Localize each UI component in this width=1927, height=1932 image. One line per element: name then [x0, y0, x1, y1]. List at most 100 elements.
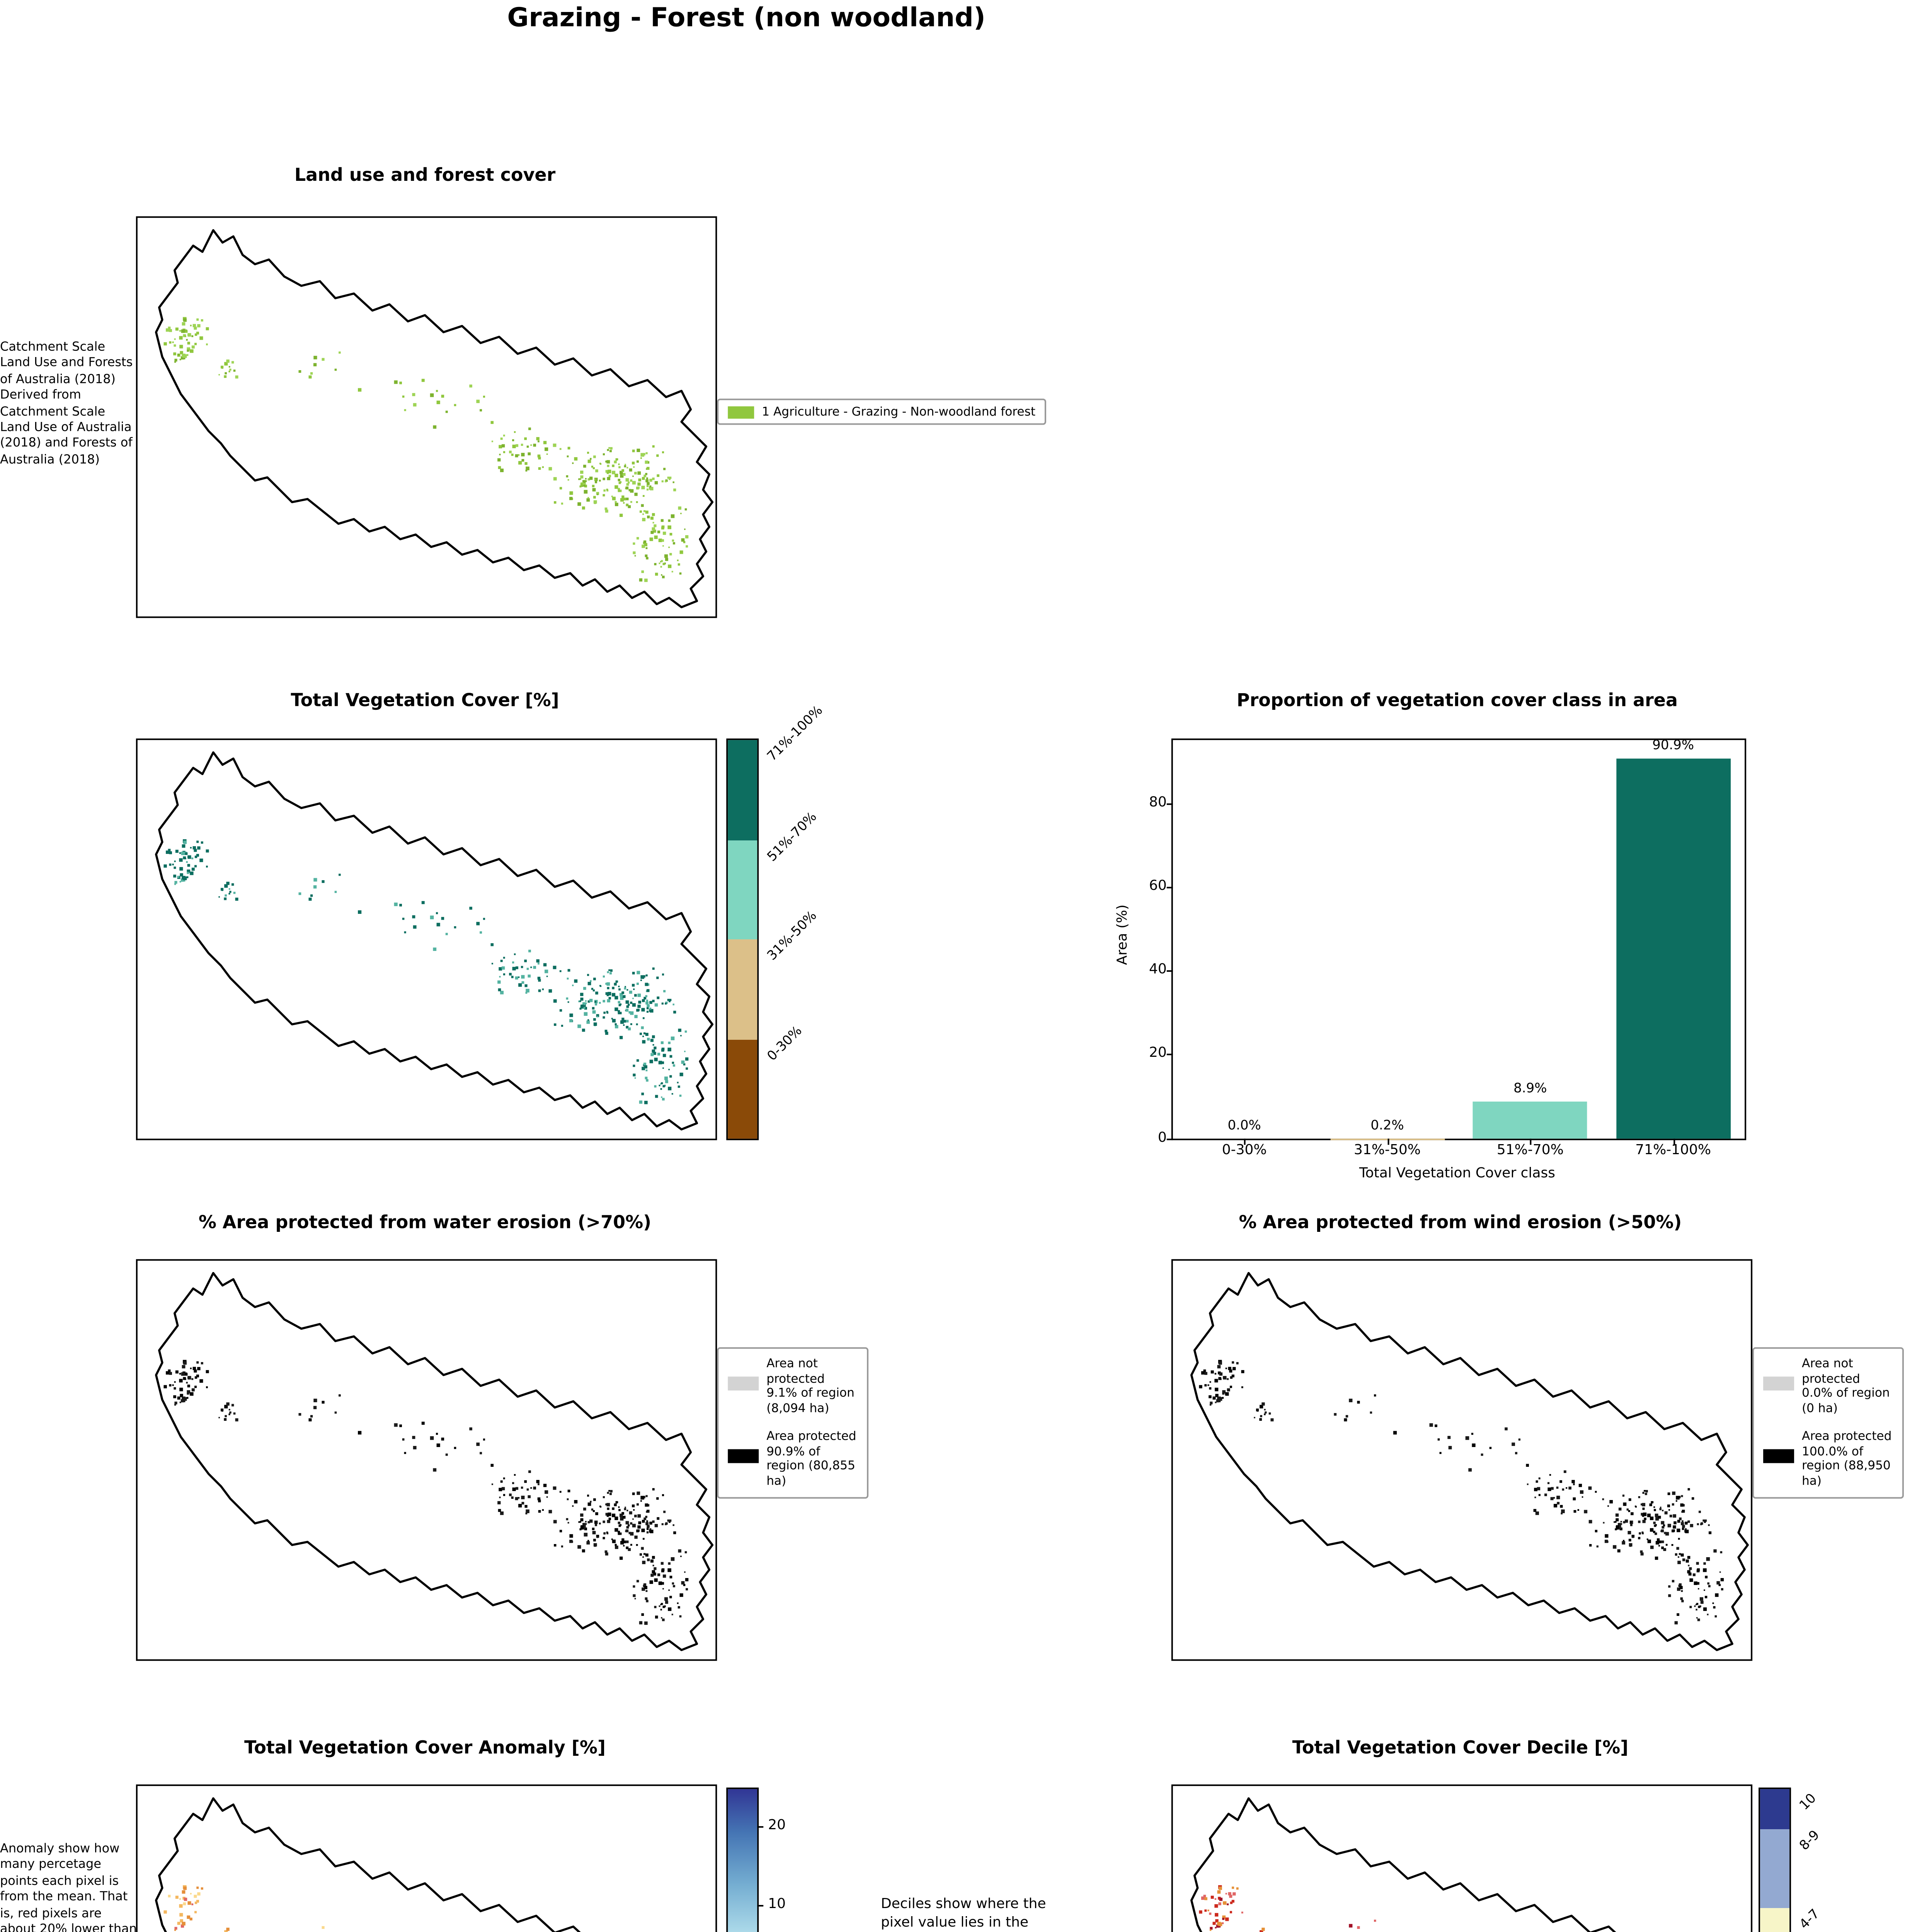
decile-title: Total Vegetation Cover Decile [%]: [1292, 1736, 1629, 1759]
x-tick: [1387, 1138, 1389, 1145]
water-not-protected-label: Area not protected 9.1% of region (8,094…: [766, 1356, 855, 1416]
colorbar-label: 0-30%: [765, 1023, 806, 1064]
colorbar-label: 4-7: [1797, 1906, 1823, 1932]
landuse-legend: 1 Agriculture - Grazing - Non-woodland f…: [717, 398, 1047, 425]
y-tick-label: 40: [1149, 963, 1167, 979]
x-tick-label: 71%-100%: [1635, 1143, 1711, 1159]
catchment-boundary: [155, 229, 714, 609]
proportion-chart-ylabel: Area (%): [1115, 904, 1131, 965]
anomaly-map: [155, 1797, 581, 1932]
decile-map: [1190, 1797, 1616, 1932]
y-tick-label: 60: [1149, 879, 1167, 895]
anomaly-colorbar-gradient: [726, 1787, 759, 1932]
colorbar-tick-label: 20: [768, 1818, 786, 1833]
landuse-map-frame: [136, 216, 717, 618]
catchment-boundary: [155, 751, 714, 1131]
bar: [1330, 1138, 1445, 1139]
y-tick-label: 0: [1158, 1130, 1167, 1146]
colorbar-tick-label: 10: [768, 1897, 786, 1913]
tvc-title: Total Vegetation Cover [%]: [291, 689, 559, 711]
tvc-map-frame: [136, 738, 717, 1140]
water-legend: Area not protected 9.1% of region (8,094…: [717, 1347, 869, 1498]
colorbar-label: 10: [1797, 1791, 1820, 1814]
colorbar-segment: [728, 740, 758, 840]
map-speckles: [1199, 1885, 1376, 1932]
landuse-legend-swatch: [728, 405, 754, 418]
bar: [1473, 1101, 1588, 1139]
wind-not-protected-swatch: [1763, 1376, 1794, 1391]
landuse-map: [155, 229, 714, 609]
colorbar-segment: [1760, 1908, 1790, 1932]
water-not-protected-swatch: [728, 1376, 759, 1391]
colorbar-segment: [728, 939, 758, 1039]
colorbar-tick: [757, 1905, 764, 1907]
wind-legend: Area not protected 0.0% of region (0 ha)…: [1752, 1347, 1904, 1498]
x-tick-label: 0-30%: [1222, 1143, 1267, 1159]
catchment-boundary: [155, 1272, 714, 1651]
wind-legend-entry-not-protected: Area not protected 0.0% of region (0 ha): [1763, 1357, 1893, 1417]
landuse-legend-label: 1 Agriculture - Grazing - Non-woodland f…: [762, 405, 1036, 419]
water-map: [155, 1272, 714, 1651]
y-tick-label: 20: [1149, 1046, 1167, 1062]
x-tick-label: 51%-70%: [1496, 1143, 1564, 1159]
catchment-boundary: [1190, 1797, 1616, 1932]
map-speckles: [163, 839, 689, 1104]
water-title: % Area protected from water erosion (>70…: [198, 1211, 652, 1233]
wind-map: [1190, 1272, 1749, 1651]
proportion-chart-xlabel: Total Vegetation Cover class: [1359, 1166, 1556, 1182]
anomaly-title: Total Vegetation Cover Anomaly [%]: [244, 1736, 606, 1759]
x-tick: [1244, 1138, 1246, 1145]
x-tick-label: 31%-50%: [1354, 1143, 1421, 1159]
decile-map-frame: [1171, 1784, 1753, 1932]
colorbar-segment: [1760, 1828, 1790, 1908]
tvc-map: [155, 751, 714, 1131]
water-legend-entry-not-protected: Area not protected 9.1% of region (8,094…: [728, 1357, 858, 1417]
wind-not-protected-label: Area not protected 0.0% of region (0 ha): [1802, 1356, 1890, 1416]
colorbar-label: 71%-100%: [765, 703, 827, 765]
colorbar-segment: [1760, 1789, 1790, 1829]
y-tick: [1166, 971, 1173, 973]
x-tick: [1673, 1138, 1675, 1145]
bar-value-label: 8.9%: [1513, 1081, 1547, 1097]
catchment-boundary: [1190, 1272, 1749, 1651]
bar-value-label: 0.0%: [1227, 1118, 1261, 1134]
y-tick: [1166, 1054, 1173, 1056]
colorbar-label: 31%-50%: [765, 908, 821, 964]
y-tick: [1166, 803, 1173, 805]
colorbar-segment: [728, 1039, 758, 1139]
colorbar-segment: [728, 840, 758, 940]
y-tick: [1166, 1138, 1173, 1139]
bar-value-label: 0.2%: [1370, 1117, 1404, 1133]
decile-note: Deciles show where the pixel value lies …: [881, 1897, 1046, 1931]
map-speckles: [163, 1885, 325, 1932]
wind-protected-label: Area protected 100.0% of region (88,950 …: [1802, 1429, 1892, 1488]
proportion-chart-plot: 0 20 40 60 80 0.0% 0-30% 0.2% 31%-50% 8.9% 51%-70%…: [1149, 738, 1747, 1159]
water-legend-entry-protected: Area protected 90.9% of region (80,855 h…: [728, 1429, 858, 1489]
colorbar-label: 51%-70%: [765, 809, 821, 865]
landuse-title: Land use and forest cover: [294, 163, 556, 185]
map-speckles: [163, 1360, 689, 1625]
catchment-boundary: [155, 1797, 581, 1932]
wind-map-frame: [1171, 1259, 1753, 1661]
colorbar-tick: [757, 1826, 764, 1828]
y-tick-label: 80: [1149, 796, 1167, 811]
page-title: Grazing - Forest (non woodland): [507, 3, 986, 34]
colorbar-label: 8-9: [1797, 1827, 1823, 1854]
anomaly-colorbar: 20100−10−20: [726, 1787, 819, 1932]
water-protected-label: Area protected 90.9% of region (80,855 h…: [766, 1429, 856, 1488]
water-protected-swatch: [728, 1449, 759, 1463]
bar: [1616, 759, 1731, 1139]
wind-protected-swatch: [1763, 1449, 1794, 1463]
bar-value-label: 90.9%: [1652, 739, 1694, 755]
anomaly-note: Anomaly show how many percetage points e…: [0, 1842, 137, 1932]
map-speckles: [163, 317, 689, 582]
landuse-note: Catchment Scale Land Use and Forests of …: [0, 340, 133, 466]
tvc-colorbar: 71%-100% 51%-70% 31%-50% 0-30%: [726, 703, 826, 1140]
y-tick: [1166, 887, 1173, 889]
proportion-chart-title: Proportion of vegetation cover class in …: [1236, 689, 1678, 711]
water-map-frame: [136, 1259, 717, 1661]
wind-title: % Area protected from wind erosion (>50%…: [1239, 1211, 1682, 1233]
decile-colorbar: 108-94-72-31: [1758, 1787, 1823, 1932]
wind-legend-entry-protected: Area protected 100.0% of region (88,950 …: [1763, 1429, 1893, 1489]
